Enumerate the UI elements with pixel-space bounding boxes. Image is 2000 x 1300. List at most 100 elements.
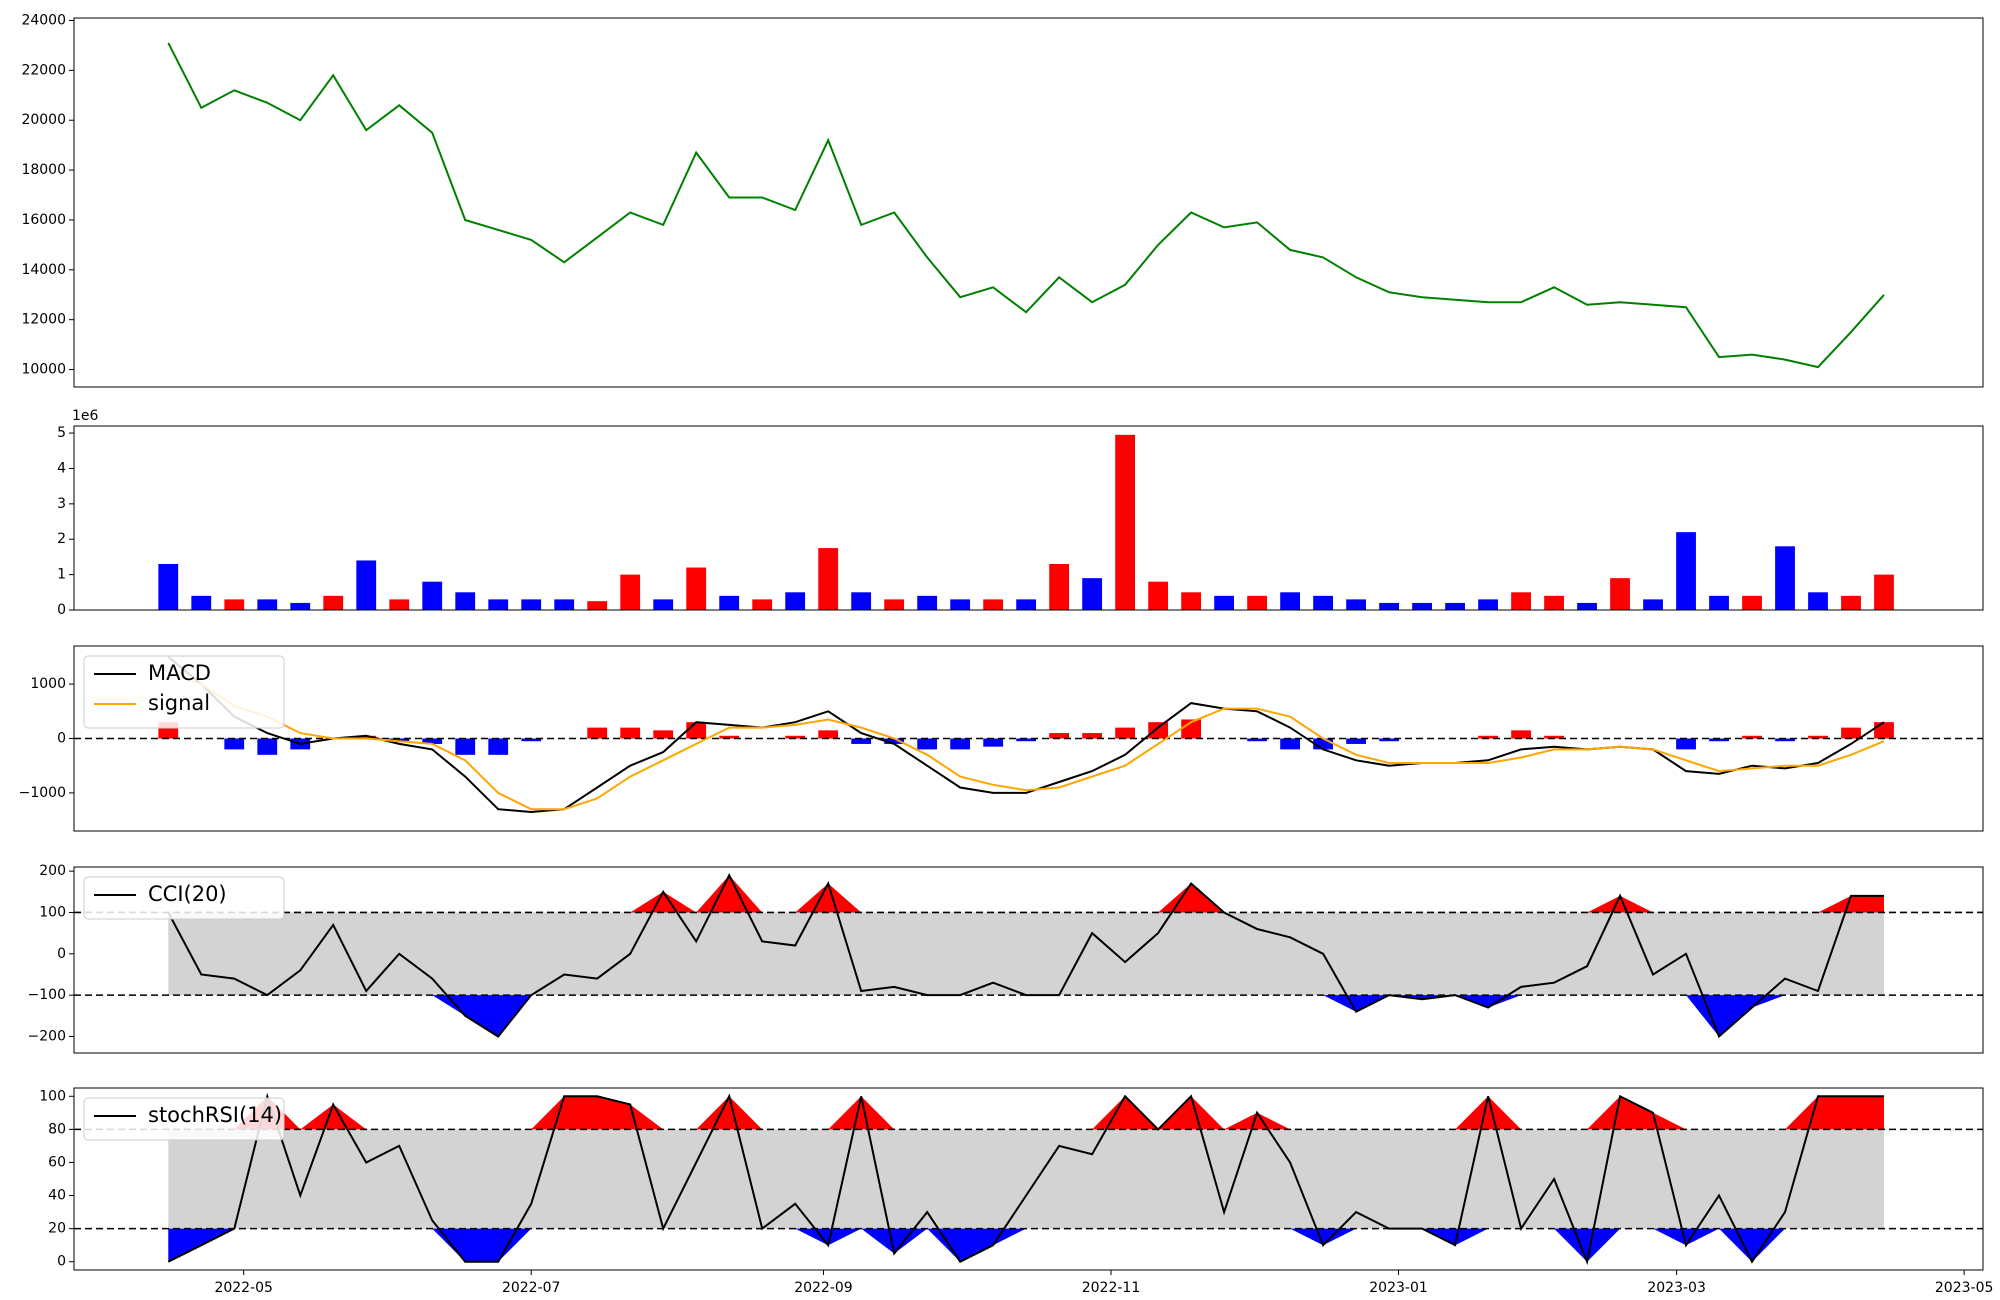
volume-bar	[1412, 602, 1432, 610]
panel: −200 −100 0 100 200 CCI(20)	[28, 863, 1984, 1054]
y-tick-label: 200	[39, 863, 66, 879]
volume-bar	[1643, 599, 1663, 610]
volume-bar	[1016, 599, 1037, 610]
volume-bar	[1742, 595, 1762, 610]
upper-fill	[168, 875, 1885, 913]
histogram-bar	[818, 730, 839, 739]
volume-bar	[158, 564, 179, 610]
volume-bar	[422, 581, 443, 610]
histogram-bar	[521, 738, 542, 742]
histogram-bar	[257, 738, 278, 755]
volume-bar	[1511, 592, 1531, 610]
y-tick-label: −1000	[19, 785, 66, 801]
panel-frame	[73, 425, 1984, 611]
volume-bar	[1115, 434, 1136, 610]
volume-bar	[1478, 599, 1498, 610]
y-tick-label: 16000	[21, 212, 66, 228]
y-tick-label: 20000	[21, 112, 66, 128]
volume-bar	[1049, 564, 1070, 610]
histogram-bar	[917, 738, 938, 750]
x-tick-label: 2023-01	[1369, 1280, 1428, 1296]
volume-bar	[1808, 592, 1828, 610]
volume-bar	[1346, 599, 1366, 610]
histogram-bar	[1775, 738, 1795, 742]
volume-bar	[521, 599, 542, 610]
histogram-bar	[1874, 722, 1894, 739]
volume-bar	[950, 599, 971, 610]
neutral-band	[168, 912, 1885, 996]
y-tick-label: 20	[48, 1221, 66, 1237]
panel-frame	[73, 645, 1984, 832]
y-tick-label: 22000	[21, 62, 66, 78]
volume-bar	[356, 560, 377, 610]
y-tick-label: 80	[48, 1121, 66, 1137]
histogram-bar	[389, 738, 410, 742]
volume-bar	[1247, 595, 1268, 610]
line	[167, 873, 1884, 1039]
volume-bar	[1610, 578, 1630, 610]
panel-frame	[73, 866, 1984, 1054]
histogram-bar	[1181, 719, 1202, 739]
volume-bar	[1082, 578, 1103, 610]
volume-bar	[191, 595, 212, 610]
volume-bar	[1148, 581, 1169, 610]
volume-bar	[1445, 602, 1465, 610]
histogram-bar	[455, 738, 476, 755]
histogram-bar	[851, 738, 872, 744]
volume-bar	[752, 599, 773, 610]
panel: 0 20 40 60 80 100 stochRSI(14) 2022-05 2022-07 20…	[39, 1087, 1994, 1296]
y-tick-label: 12000	[21, 312, 66, 328]
histogram-bar	[1082, 733, 1103, 739]
y-tick-label: 0	[57, 946, 66, 962]
y-tick-label: 1	[57, 567, 66, 583]
volume-bar	[785, 592, 806, 610]
volume-bar	[323, 595, 344, 610]
histogram-bar	[785, 735, 806, 739]
legend: CCI(20)	[83, 876, 285, 920]
histogram-bar	[983, 738, 1004, 747]
histogram-bar	[1511, 730, 1531, 739]
line	[167, 1092, 1884, 1266]
y-tick-label: 14000	[21, 262, 66, 278]
y-tick-label: 3	[57, 496, 66, 512]
histogram-bar	[1808, 735, 1828, 739]
legend-label: signal	[148, 691, 210, 715]
histogram-bar	[884, 738, 905, 744]
volume-bar	[1280, 592, 1301, 610]
panel-frame	[73, 17, 1984, 388]
histogram-bar	[356, 735, 377, 739]
histogram-bar	[1841, 727, 1861, 739]
y-tick-label: 0	[57, 602, 66, 618]
volume-bar	[554, 599, 575, 610]
volume-bar	[1379, 602, 1399, 610]
y-tick-label: 10000	[21, 362, 66, 378]
y-tick-label: 100	[39, 1088, 66, 1104]
y-tick-label: 60	[48, 1154, 66, 1170]
y-tick-label: −200	[28, 1028, 66, 1044]
histogram-bar	[587, 727, 608, 739]
y-tick-label: 4	[57, 460, 66, 476]
y-tick-label: 0	[57, 1254, 66, 1270]
y-tick-label: 24000	[21, 12, 66, 28]
x-tick-label: 2022-09	[794, 1280, 853, 1296]
volume-bar	[587, 601, 608, 610]
y-tick-label: 100	[39, 904, 66, 920]
volume-bar	[1676, 532, 1696, 610]
legend-label: CCI(20)	[148, 882, 227, 906]
volume-bar	[488, 599, 509, 610]
volume-bar	[983, 599, 1004, 610]
volume-bar	[290, 602, 311, 610]
upper-fill	[168, 1096, 1885, 1130]
histogram-bar	[1049, 733, 1070, 739]
histogram-bar	[1115, 727, 1136, 739]
legend-label: stochRSI(14)	[148, 1103, 282, 1127]
x-tick-label: 2022-05	[214, 1280, 273, 1296]
histogram-bar	[1676, 738, 1696, 750]
volume-bar	[1313, 595, 1333, 610]
x-tick-label: 2023-05	[1935, 1280, 1994, 1296]
volume-bar	[851, 592, 872, 610]
histogram-bar	[950, 738, 971, 750]
volume-bar	[719, 595, 740, 610]
volume-bar	[620, 574, 641, 610]
y-tick-label: 1000	[30, 676, 66, 692]
